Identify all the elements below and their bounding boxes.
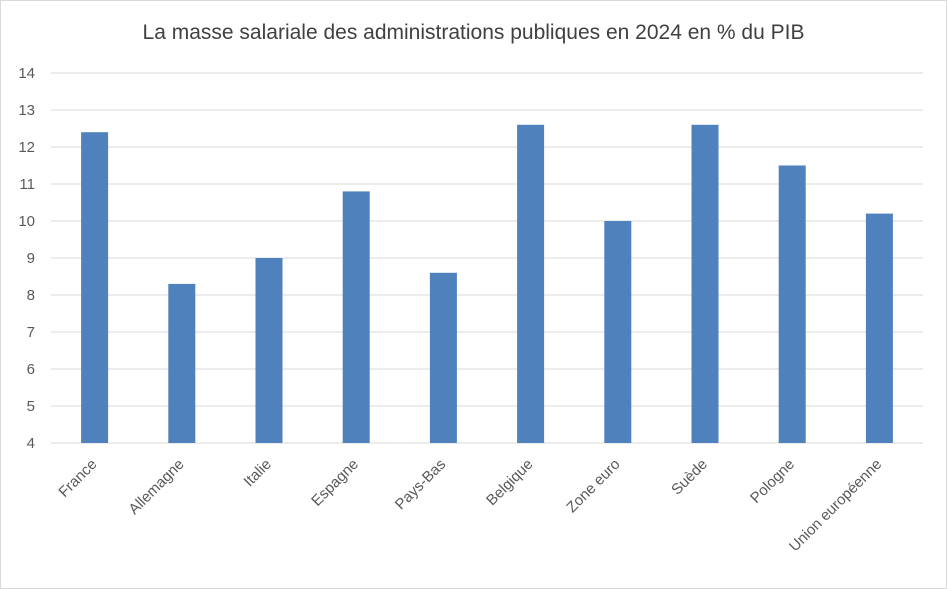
x-axis-labels: France Allemagne Italie Espagne Pays-Bas Belg…	[55, 456, 885, 555]
bar-france	[81, 132, 109, 443]
bar-pologne	[778, 165, 806, 443]
x-category-label: Suède	[668, 456, 711, 499]
y-tick-label: 11	[19, 176, 35, 193]
y-tick-label: 10	[18, 213, 35, 230]
y-tick-label: 7	[27, 324, 35, 341]
bar-su-de	[691, 124, 719, 444]
x-category-label: France	[55, 456, 100, 501]
y-tick-label: 8	[27, 287, 35, 304]
y-tick-label: 4	[27, 435, 35, 452]
chart-title: La masse salariale des administrations p…	[142, 21, 805, 44]
y-tick-label: 14	[18, 65, 35, 82]
bar-belgique	[517, 124, 545, 444]
y-tick-label: 12	[18, 139, 35, 156]
y-axis-ticks: 4 5 6 7 8 9 10 11 12 13 14	[18, 65, 35, 452]
bar-zone-euro	[604, 221, 632, 443]
bar-pays-bas	[429, 272, 457, 443]
x-category-label: Pays-Bas	[392, 456, 449, 513]
y-tick-label: 9	[27, 250, 35, 267]
gridlines	[51, 72, 923, 444]
x-category-label: Italie	[240, 456, 274, 490]
y-tick-label: 5	[27, 398, 35, 415]
y-tick-label: 6	[27, 361, 35, 378]
x-category-label: Zone euro	[563, 456, 623, 516]
x-category-label: Allemagne	[125, 456, 187, 518]
y-tick-label: 13	[18, 102, 35, 119]
bar-union-europ-enne	[865, 213, 893, 443]
bar-espagne	[342, 191, 370, 443]
bars	[81, 124, 893, 444]
x-category-label: Espagne	[308, 456, 362, 510]
bar-italie	[255, 258, 283, 443]
bar-allemagne	[168, 283, 196, 443]
x-category-label: Union européenne	[786, 456, 885, 555]
x-category-label: Pologne	[747, 456, 798, 507]
x-category-label: Belgique	[483, 456, 536, 509]
